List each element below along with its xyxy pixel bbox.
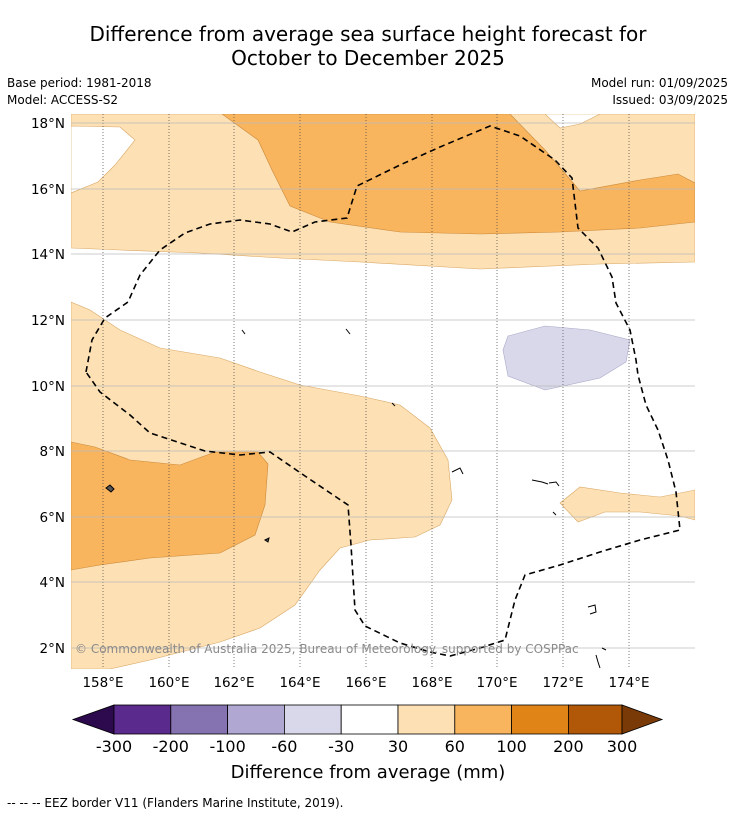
eez-footnote: -- -- -- EEZ border V11 (Flanders Marine… (7, 796, 344, 810)
contour-60-100-south (71, 441, 269, 571)
colorbar-tick: 200 (553, 737, 584, 756)
base-period: Base period: 1981-2018 (7, 76, 152, 90)
eez-border (85, 125, 681, 657)
island-10 (552, 511, 557, 516)
map-area (71, 114, 695, 669)
lat-tick: 2°N (40, 641, 65, 657)
colorbar-segment (397, 704, 456, 735)
colorbar-segment (170, 704, 229, 735)
lon-tick: 160°E (148, 675, 189, 691)
contour-minus-30-60 (502, 325, 631, 391)
lat-tick: 14°N (31, 247, 65, 263)
title-line-1: Difference from average sea surface heig… (89, 22, 647, 46)
lon-tick: 174°E (608, 675, 649, 691)
island-4 (451, 467, 464, 475)
colorbar-tick: 300 (607, 737, 638, 756)
meta-left: Base period: 1981-2018 Model: ACCESS-S2 (7, 75, 152, 109)
colorbar-extend-high (621, 704, 664, 735)
island-7 (241, 329, 246, 335)
lon-tick: 158°E (82, 675, 123, 691)
colorbar-tick: -300 (96, 737, 132, 756)
lat-tick: 10°N (31, 379, 65, 395)
colorbar-tick: -200 (153, 737, 189, 756)
lat-tick: 16°N (31, 182, 65, 198)
island-12 (601, 647, 607, 651)
colorbar-segment (227, 704, 285, 735)
lat-tick: 12°N (31, 313, 65, 329)
lon-tick: 168°E (411, 675, 452, 691)
colorbar-tick: -100 (209, 737, 245, 756)
copyright-text: © Commonwealth of Australia 2025, Bureau… (75, 642, 579, 656)
lat-tick: 4°N (40, 575, 65, 591)
lat-tick: 6°N (40, 510, 65, 526)
island-6 (595, 654, 601, 669)
colorbar-segment (568, 704, 623, 735)
islands (105, 328, 607, 669)
lon-tick: 166°E (345, 675, 386, 691)
lat-tick: 8°N (40, 444, 65, 460)
island-3 (548, 481, 560, 487)
lon-tick: 164°E (279, 675, 320, 691)
contour-30-60-east (559, 486, 695, 523)
lon-tick: 172°E (542, 675, 583, 691)
model-run: Model run: 01/09/2025 (590, 76, 728, 90)
contour-60-100-north (221, 114, 695, 235)
meta-right: Model run: 01/09/2025 Issued: 03/09/2025 (591, 75, 728, 109)
colorbar-tick: -60 (271, 737, 297, 756)
colorbar-segment (454, 704, 512, 735)
colorbar-segment (340, 704, 399, 735)
lat-tick: 18°N (31, 116, 65, 132)
map-title: Difference from average sea surface heig… (0, 22, 736, 70)
gridlines (71, 114, 695, 669)
title-line-2: October to December 2025 (231, 46, 505, 70)
island-9 (391, 402, 396, 407)
colorbar-tick: 60 (445, 737, 465, 756)
colorbar-segment (283, 704, 342, 735)
colorbar (71, 704, 664, 735)
lon-tick: 170°E (476, 675, 517, 691)
colorbar-tick: -30 (328, 737, 354, 756)
lat-labels: 18°N 16°N 14°N 12°N 10°N 8°N 6°N 4°N 2°N (31, 116, 65, 657)
colorbar-tick: 100 (496, 737, 527, 756)
colorbar-label: Difference from average (mm) (231, 762, 506, 783)
island-8 (345, 328, 351, 335)
island-11 (264, 537, 270, 543)
island-1 (105, 484, 115, 493)
colorbar-tick: 30 (388, 737, 408, 756)
colorbar-segment (511, 704, 569, 735)
colorbar-ticks: -300 -200 -100 -60 -30 30 60 100 200 300 (96, 737, 637, 756)
colorbar-segment (113, 704, 172, 735)
lon-tick: 162°E (213, 675, 254, 691)
island-2 (531, 479, 549, 485)
lon-labels: 158°E 160°E 162°E 164°E 166°E 168°E 170°… (82, 675, 649, 691)
colorbar-extend-low (71, 704, 115, 735)
model-name: Model: ACCESS-S2 (7, 93, 119, 107)
issued-date: Issued: 03/09/2025 (612, 93, 728, 107)
island-5 (587, 604, 597, 615)
